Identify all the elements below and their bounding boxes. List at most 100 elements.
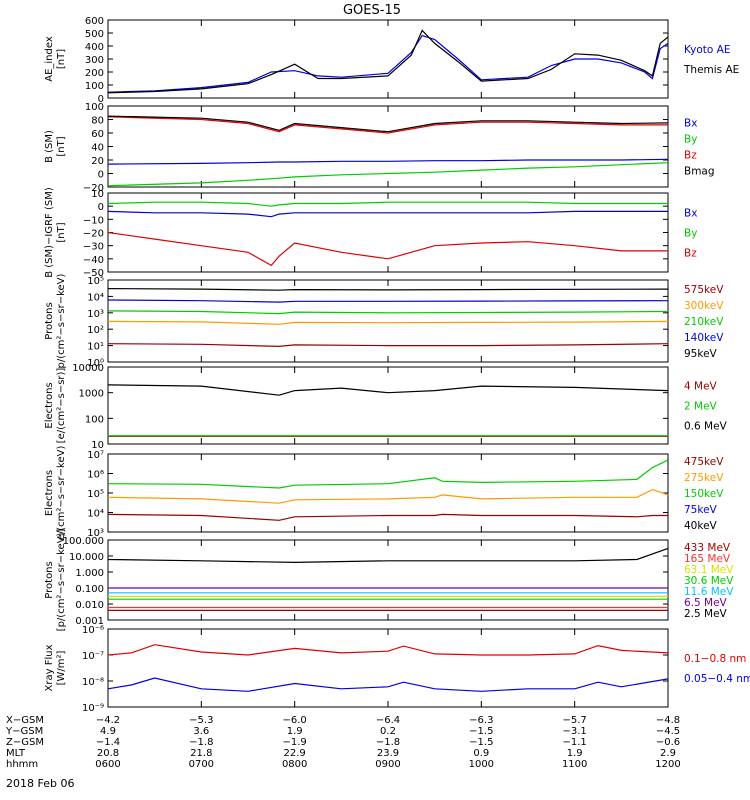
series-line-Bx [107, 210, 668, 218]
series-line-300keV [107, 320, 669, 325]
y-tick-label: 10³ [87, 309, 104, 320]
panel-xray: 10⁻⁹ 10⁻⁸ 10⁻⁷ 10⁻⁶ Xray Flux [W/m²] 0.1−0.8 n… [44, 625, 750, 714]
y-tick-label: 0 [98, 202, 104, 213]
y-tick-label: 10² [87, 325, 104, 336]
y-tick-label: 1.000 [75, 568, 104, 579]
x-axis-table: X−GSM −4.2 −5.3 −6.0 −6.4 −6.3 −5.7 −4.8 Y−GSM 4.… [5, 715, 681, 770]
y-axis-units: [nT] [56, 49, 67, 69]
legend-label: 0.6 MeV [684, 421, 728, 433]
legend-label: 2 MeV [684, 401, 718, 413]
y-tick-label: 40 [91, 143, 104, 154]
series-line-210keV [107, 310, 669, 315]
y-tick-label: 60 [91, 129, 104, 140]
x-table-value: −1.8 [189, 737, 213, 748]
x-table-value: 0800 [282, 759, 307, 770]
x-table-value: 20.8 [97, 748, 119, 759]
legend-label: 300keV [684, 300, 724, 312]
x-table-row-label: Y−GSM [5, 726, 43, 737]
y-tick-label: 0.010 [75, 600, 104, 611]
series-line-By [107, 162, 669, 187]
y-tick-label: 0 [98, 94, 104, 105]
y-axis-units: [W/m²] [56, 650, 67, 685]
x-table-value: 22.9 [284, 748, 306, 759]
y-tick-label: −10 [83, 215, 104, 226]
x-table-value: 3.6 [193, 726, 209, 737]
y-tick-label: 10⁻⁷ [82, 651, 104, 662]
y-tick-label: 10⁵ [87, 276, 104, 287]
y-axis-label: Electrons [44, 382, 55, 428]
y-tick-label: 600 [85, 16, 104, 27]
y-tick-label: 80 [91, 116, 104, 127]
x-table-value: 0.9 [473, 748, 489, 759]
legend-label: By [684, 134, 697, 146]
panel-bigrf: −50 −40 −30 −20 −10 0 10 B (SM)−IGRF (SM) [nT] Bx… [44, 187, 697, 279]
legend-label: 95keV [684, 348, 718, 360]
legend-label: Bz [684, 150, 697, 162]
y-axis-units: [e/(cm²−s−sr)] [56, 368, 67, 444]
legend-label: 4 MeV [684, 381, 718, 393]
x-table-value: −4.2 [96, 715, 120, 726]
y-tick-label: 10 [91, 440, 104, 451]
series-line-2-5-MeV [107, 547, 669, 564]
y-axis-label: Xray Flux [44, 644, 55, 691]
y-tick-label: −40 [83, 255, 104, 266]
y-axis-units: e/(cm²−s−sr−keV) [56, 446, 67, 541]
x-table-value: −1.5 [469, 726, 493, 737]
x-table-value: 0700 [189, 759, 214, 770]
series-line-575keV [107, 343, 669, 348]
y-tick-label: −20 [83, 229, 104, 240]
legend-label: 0.05−0.4 nm [684, 673, 750, 685]
panel-protons-high: 0.001 0.010 0.100 1.000 10.000 100.000 Protons… [44, 529, 734, 632]
x-table-value: 1200 [655, 759, 680, 770]
y-tick-label: −30 [83, 242, 104, 253]
series-line-140keV [107, 299, 669, 303]
x-table-value: 1.9 [287, 726, 303, 737]
x-table-value: 1000 [469, 759, 494, 770]
plot-title: GOES-15 [343, 3, 401, 18]
date-label: 2018 Feb 06 [6, 777, 74, 790]
legend-label: Bx [684, 118, 697, 130]
legend-label: 6.5 MeV [684, 597, 728, 609]
y-tick-label: 0.100 [75, 584, 104, 595]
y-tick-label: 500 [85, 29, 104, 40]
x-table-value: −3.1 [563, 726, 587, 737]
y-tick-label: 10000 [72, 363, 104, 374]
legend-label: 475keV [684, 456, 724, 468]
legend-label: 150keV [684, 488, 724, 500]
legend-label: By [684, 228, 697, 240]
y-axis-label: Protons [44, 561, 55, 598]
y-axis-units: [nT] [56, 136, 67, 156]
legend-label: 2.5 MeV [684, 608, 728, 620]
x-table-value: −5.3 [189, 715, 213, 726]
y-tick-label: 10⁷ [87, 450, 104, 461]
y-axis-label: B (SM) [44, 130, 55, 163]
panel-frame [107, 366, 669, 445]
x-table-row-label: Z−GSM [6, 737, 44, 748]
y-axis-label: AE_index [44, 36, 55, 82]
y-axis-label: Electrons [44, 470, 55, 516]
series-line-By [107, 201, 668, 207]
y-axis-label: Protons [44, 302, 55, 339]
series-line-150keV [107, 459, 669, 489]
y-axis-units: p/(cm²−s−sr−keV) [56, 273, 67, 368]
y-axis-units: [nT] [56, 222, 67, 242]
y-tick-label: 10⁶ [87, 470, 104, 481]
x-table-row-label: MLT [6, 748, 26, 759]
y-tick-label: 20 [91, 156, 104, 167]
series-line-Bz [107, 231, 668, 267]
y-axis-label: B (SM)−IGRF (SM) [44, 187, 55, 278]
y-tick-label: 10⁵ [87, 489, 104, 500]
panel-frame [107, 192, 669, 273]
x-table-value: −6.3 [469, 715, 493, 726]
y-tick-label: −20 [83, 183, 104, 194]
y-tick-label: 100 [85, 102, 104, 113]
legend-label: Kyoto AE [684, 44, 730, 56]
y-tick-label: 0 [98, 170, 104, 181]
series-line-275keV [107, 488, 669, 504]
y-tick-label: 100.000 [63, 536, 104, 547]
series-line-Themis-AE [107, 29, 669, 94]
legend-label: 40keV [684, 520, 718, 532]
x-table-value: −1.9 [283, 737, 307, 748]
legend-label: 165 MeV [684, 553, 731, 565]
